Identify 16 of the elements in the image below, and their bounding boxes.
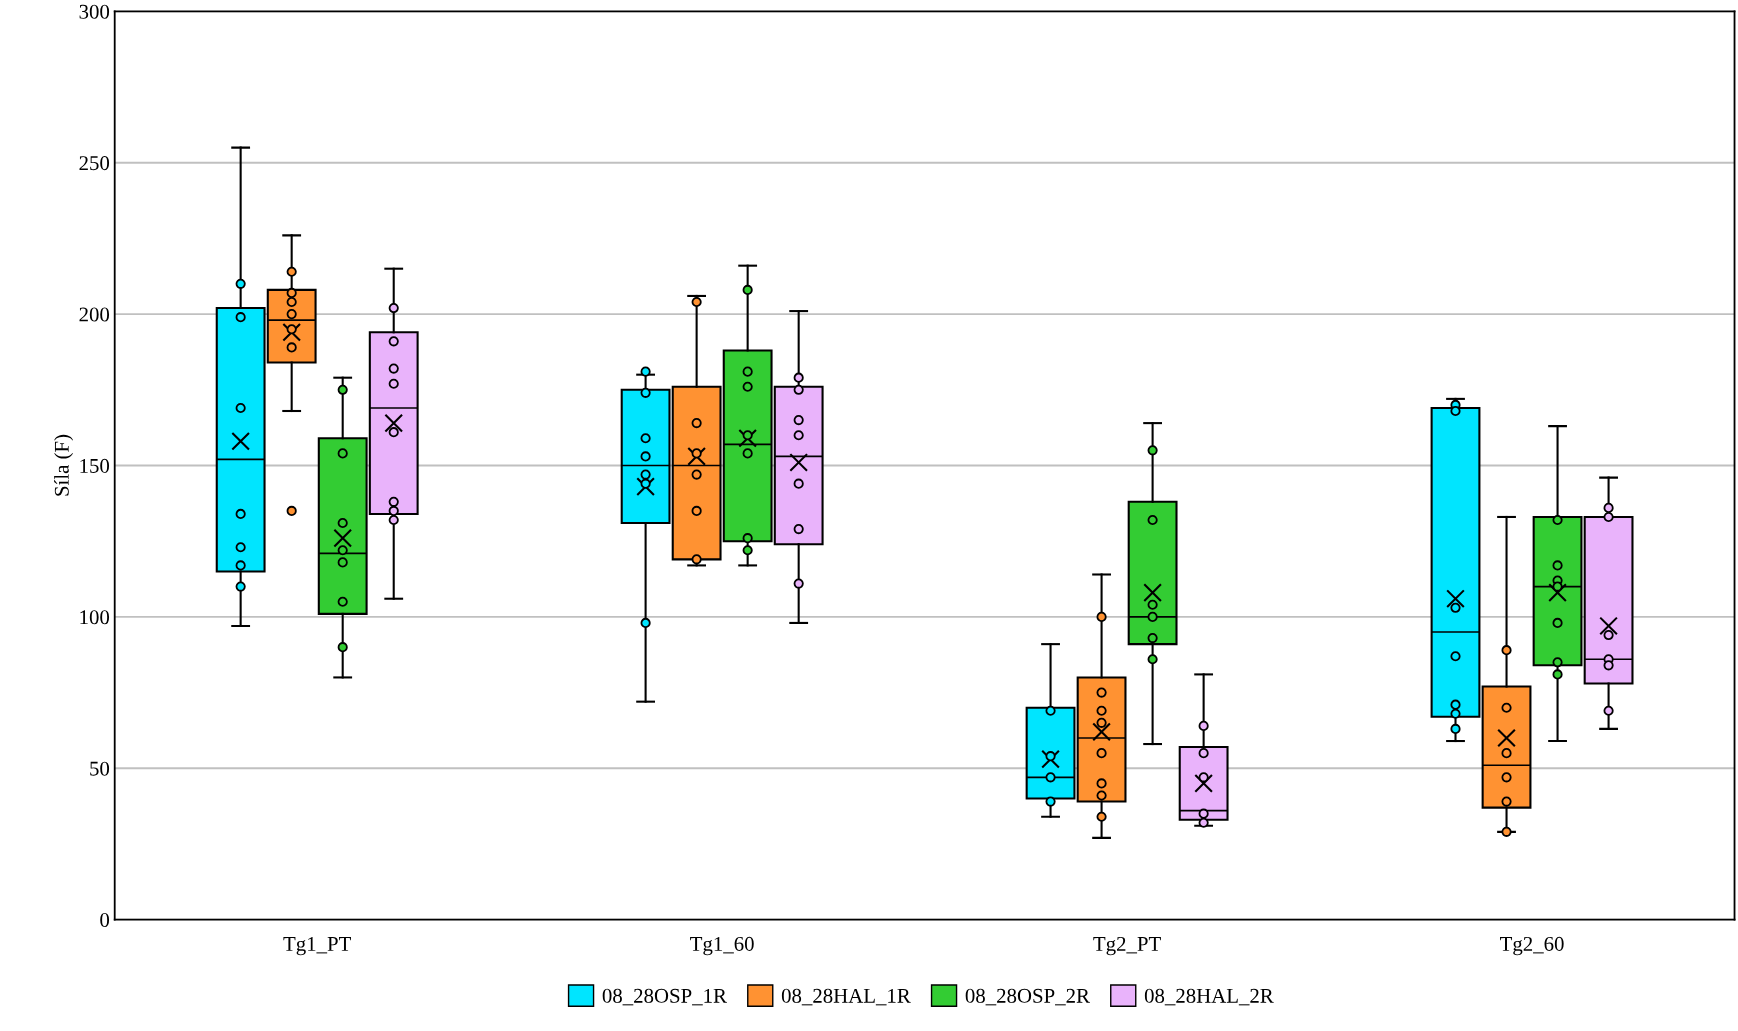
y-axis-title: Síla (F) [54, 434, 74, 496]
y-tick-label: 150 [80, 458, 110, 473]
y-tick-label: 250 [79, 156, 110, 171]
x-tick-label: Tg1_PT [283, 936, 351, 956]
legend-label: 08_28HAL_2R [1144, 988, 1274, 1006]
y-tick-label: 300 [79, 4, 110, 19]
legend-label: 08_28OSP_2R [965, 988, 1090, 1006]
x-tick-label: Tg2_60 [1500, 936, 1564, 956]
x-tick-label: Tg2_PT [1093, 936, 1161, 956]
legend-label: 08_28HAL_1R [781, 988, 911, 1006]
y-tick-label: 200 [79, 307, 110, 322]
legend-label: 08_28OSP_1R [602, 988, 727, 1006]
y-tick-label: 100 [80, 610, 110, 625]
y-tick-label: 0 [100, 913, 110, 928]
y-tick-label: 50 [90, 761, 110, 776]
x-tick-label: Tg1_60 [690, 936, 754, 956]
